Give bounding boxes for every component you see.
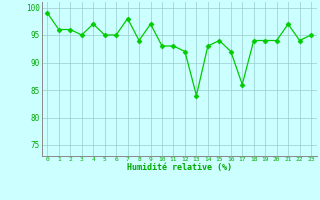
X-axis label: Humidité relative (%): Humidité relative (%) — [127, 163, 232, 172]
